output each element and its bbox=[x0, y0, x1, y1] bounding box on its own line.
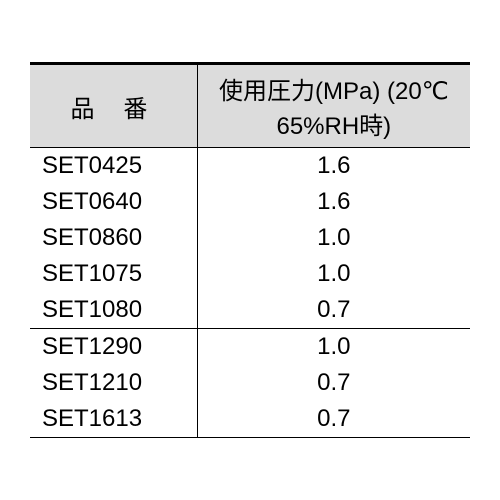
cell-part-number: SET0860 bbox=[30, 220, 197, 256]
cell-part-number: SET1210 bbox=[30, 365, 197, 401]
cell-pressure: 1.0 bbox=[197, 220, 470, 256]
table-row: SET10751.0 bbox=[30, 256, 470, 292]
cell-pressure: 0.7 bbox=[197, 401, 470, 438]
table-row: SET06401.6 bbox=[30, 184, 470, 220]
cell-pressure: 0.7 bbox=[197, 365, 470, 401]
cell-pressure: 1.0 bbox=[197, 329, 470, 366]
cell-pressure: 1.0 bbox=[197, 256, 470, 292]
table-row: SET12901.0 bbox=[30, 329, 470, 366]
cell-pressure: 1.6 bbox=[197, 148, 470, 185]
cell-part-number: SET0640 bbox=[30, 184, 197, 220]
cell-pressure: 1.6 bbox=[197, 184, 470, 220]
cell-part-number: SET0425 bbox=[30, 148, 197, 185]
cell-part-number: SET1613 bbox=[30, 401, 197, 438]
pressure-table-container: 品番 使用圧力(MPa) (20℃ 65%RH時) SET04251.6SET0… bbox=[30, 62, 470, 438]
table-row: SET08601.0 bbox=[30, 220, 470, 256]
cell-part-number: SET1075 bbox=[30, 256, 197, 292]
pressure-table: 品番 使用圧力(MPa) (20℃ 65%RH時) SET04251.6SET0… bbox=[30, 62, 470, 438]
header-pressure: 使用圧力(MPa) (20℃ 65%RH時) bbox=[197, 64, 470, 148]
table-body: SET04251.6SET06401.6SET08601.0SET10751.0… bbox=[30, 148, 470, 438]
table-row: SET16130.7 bbox=[30, 401, 470, 438]
table-row: SET12100.7 bbox=[30, 365, 470, 401]
table-row: SET04251.6 bbox=[30, 148, 470, 185]
cell-part-number: SET1080 bbox=[30, 292, 197, 329]
header-part-number: 品番 bbox=[30, 64, 197, 148]
table-row: SET10800.7 bbox=[30, 292, 470, 329]
cell-part-number: SET1290 bbox=[30, 329, 197, 366]
cell-pressure: 0.7 bbox=[197, 292, 470, 329]
